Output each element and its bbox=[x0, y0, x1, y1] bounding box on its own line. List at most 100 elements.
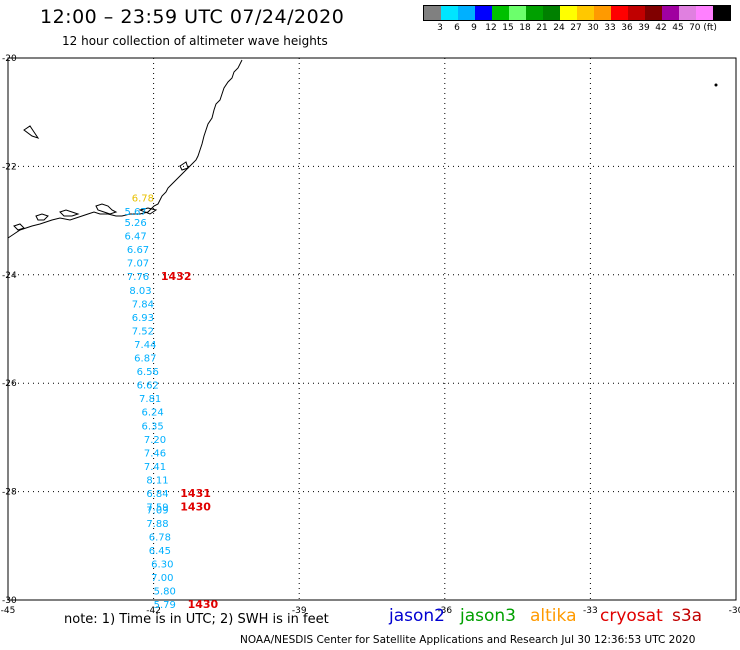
legend-swatch bbox=[509, 6, 526, 20]
lon-tick-label: -36 bbox=[437, 606, 452, 616]
wave-height-label: 7.07 bbox=[127, 259, 149, 270]
wave-height-label: 7.41 bbox=[144, 462, 166, 473]
wave-height-label: 6.87 bbox=[134, 354, 156, 365]
legend-label: 27 bbox=[570, 23, 582, 33]
wave-height-label: 6.24 bbox=[141, 408, 163, 419]
lon-tick-label: -39 bbox=[292, 606, 307, 616]
legend-swatch bbox=[713, 6, 730, 20]
wave-height-label: 5.26 bbox=[124, 218, 146, 229]
legend-swatch bbox=[475, 6, 492, 20]
brazil-coastline bbox=[7, 59, 243, 239]
legend-swatch bbox=[696, 6, 713, 20]
legend-label: 36 bbox=[621, 23, 633, 33]
pass-time-label: 1432 bbox=[161, 270, 192, 283]
lat-tick-label: -26 bbox=[2, 379, 17, 389]
legend-label: 42 bbox=[655, 23, 667, 33]
legend-swatch bbox=[577, 6, 594, 20]
legend-label: 24 bbox=[553, 23, 565, 33]
lat-tick-label: -30 bbox=[2, 596, 17, 606]
coast-detail-3 bbox=[35, 213, 49, 221]
island-dot bbox=[714, 83, 718, 87]
wave-height-label: 7.76 bbox=[127, 272, 149, 283]
lon-tick-label: -45 bbox=[1, 606, 16, 616]
legend-swatch bbox=[543, 6, 560, 20]
legend-label: 18 bbox=[519, 23, 531, 33]
wave-height-label: 6.56 bbox=[137, 367, 159, 378]
wave-height-label: 8.11 bbox=[146, 475, 168, 486]
lat-tick-label: -22 bbox=[2, 162, 17, 172]
wave-height-label: 7.00 bbox=[151, 573, 173, 584]
coast-detail-5 bbox=[179, 161, 189, 171]
wave-height-label: 6.45 bbox=[149, 546, 171, 557]
wave-height-label: 6.47 bbox=[124, 232, 146, 243]
legend-label: 30 bbox=[587, 23, 599, 33]
map-frame bbox=[7, 57, 737, 601]
coast-detail-2 bbox=[59, 209, 80, 217]
wave-height-label: 7.84 bbox=[132, 299, 154, 310]
legend-swatch bbox=[628, 6, 645, 20]
wave-height-label: 7.52 bbox=[132, 326, 154, 337]
legend-swatch bbox=[662, 6, 679, 20]
legend-label: 21 bbox=[536, 23, 548, 33]
satellite-name-cryosat: cryosat bbox=[600, 606, 663, 626]
coast-detail-4 bbox=[138, 207, 158, 215]
wave-height-label: 8.03 bbox=[129, 286, 151, 297]
legend-label: 9 bbox=[471, 23, 477, 33]
pass-time-label: 1431 bbox=[180, 487, 211, 500]
footer-note: note: 1) Time is in UTC; 2) SWH is in fe… bbox=[64, 612, 329, 627]
lon-tick-label: -30 bbox=[729, 606, 740, 616]
wave-height-label: 6.35 bbox=[141, 421, 163, 432]
lon-tick-label: -33 bbox=[583, 606, 598, 616]
wave-height-label: 7.59 bbox=[146, 503, 168, 514]
lat-tick-label: -20 bbox=[2, 54, 17, 64]
map-title: 12:00 – 23:59 UTC 07/24/2020 bbox=[40, 6, 345, 28]
coast-detail-6 bbox=[23, 125, 40, 139]
legend-labels: 3 6 9 12 15 18 21 24 27 30 33 36 39 42 45 70 (ft) bbox=[423, 21, 731, 35]
legend-swatch bbox=[594, 6, 611, 20]
wave-height-label: 5.80 bbox=[154, 587, 176, 598]
legend-swatch bbox=[458, 6, 475, 20]
pass-time-label: 1430 bbox=[180, 501, 211, 514]
legend-label: 12 bbox=[485, 23, 497, 33]
wave-height-values: 6.78 5.675.26 6.47 6.67 7.07 7.76 8.03 7.84 6.93… bbox=[124, 194, 175, 612]
satellite-name-jason3: jason3 bbox=[460, 606, 516, 626]
legend-swatch bbox=[424, 6, 441, 20]
coast-detail-7 bbox=[13, 223, 25, 231]
legend-swatch bbox=[611, 6, 628, 20]
coast-detail-1 bbox=[95, 203, 118, 215]
map-grid bbox=[7, 57, 737, 601]
coastline bbox=[7, 59, 718, 239]
wave-height-label: 7.44 bbox=[134, 340, 156, 351]
wave-height-label: 7.20 bbox=[144, 435, 166, 446]
wave-height-label: 6.84 bbox=[146, 489, 168, 500]
legend-label: 39 bbox=[638, 23, 650, 33]
pass-time-label: 1430 bbox=[188, 598, 219, 611]
wave-height-label: 5.67 bbox=[124, 207, 146, 218]
axis-tick-labels: -45 -42 -39 -36 -33 -30 -20 -22 -24 -26 -28 -30 bbox=[1, 54, 740, 616]
legend-swatch bbox=[492, 6, 509, 20]
lat-tick-label: -28 bbox=[2, 488, 17, 498]
legend-label: 70 (ft) bbox=[689, 23, 717, 33]
wave-height-label: 6.78 bbox=[132, 194, 154, 205]
legend-label: 6 bbox=[454, 23, 460, 33]
legend-label: 3 bbox=[437, 23, 443, 33]
legend-swatch bbox=[645, 6, 662, 20]
wave-height-label: 7.81 bbox=[139, 394, 161, 405]
lon-tick-label: -42 bbox=[146, 606, 161, 616]
footer-credit: NOAA/NESDIS Center for Satellite Applica… bbox=[240, 634, 696, 646]
wave-height-label: 6.67 bbox=[127, 245, 149, 256]
wave-height-label: 7.09 bbox=[146, 505, 168, 516]
legend-label: 15 bbox=[502, 23, 514, 33]
wave-height-label: 6.62 bbox=[137, 381, 159, 392]
wave-height-label: 6.78 bbox=[149, 532, 171, 543]
satellite-name-jason2: jason2 bbox=[389, 606, 445, 626]
legend-swatch bbox=[441, 6, 458, 20]
wave-height-label: 5.79 bbox=[154, 600, 176, 611]
satellite-name-altika: altika bbox=[530, 606, 577, 626]
legend-swatch bbox=[526, 6, 543, 20]
wave-height-label: 6.93 bbox=[132, 313, 154, 324]
legend-label: 45 bbox=[672, 23, 684, 33]
satellite-name-s3a: s3a bbox=[672, 606, 703, 626]
